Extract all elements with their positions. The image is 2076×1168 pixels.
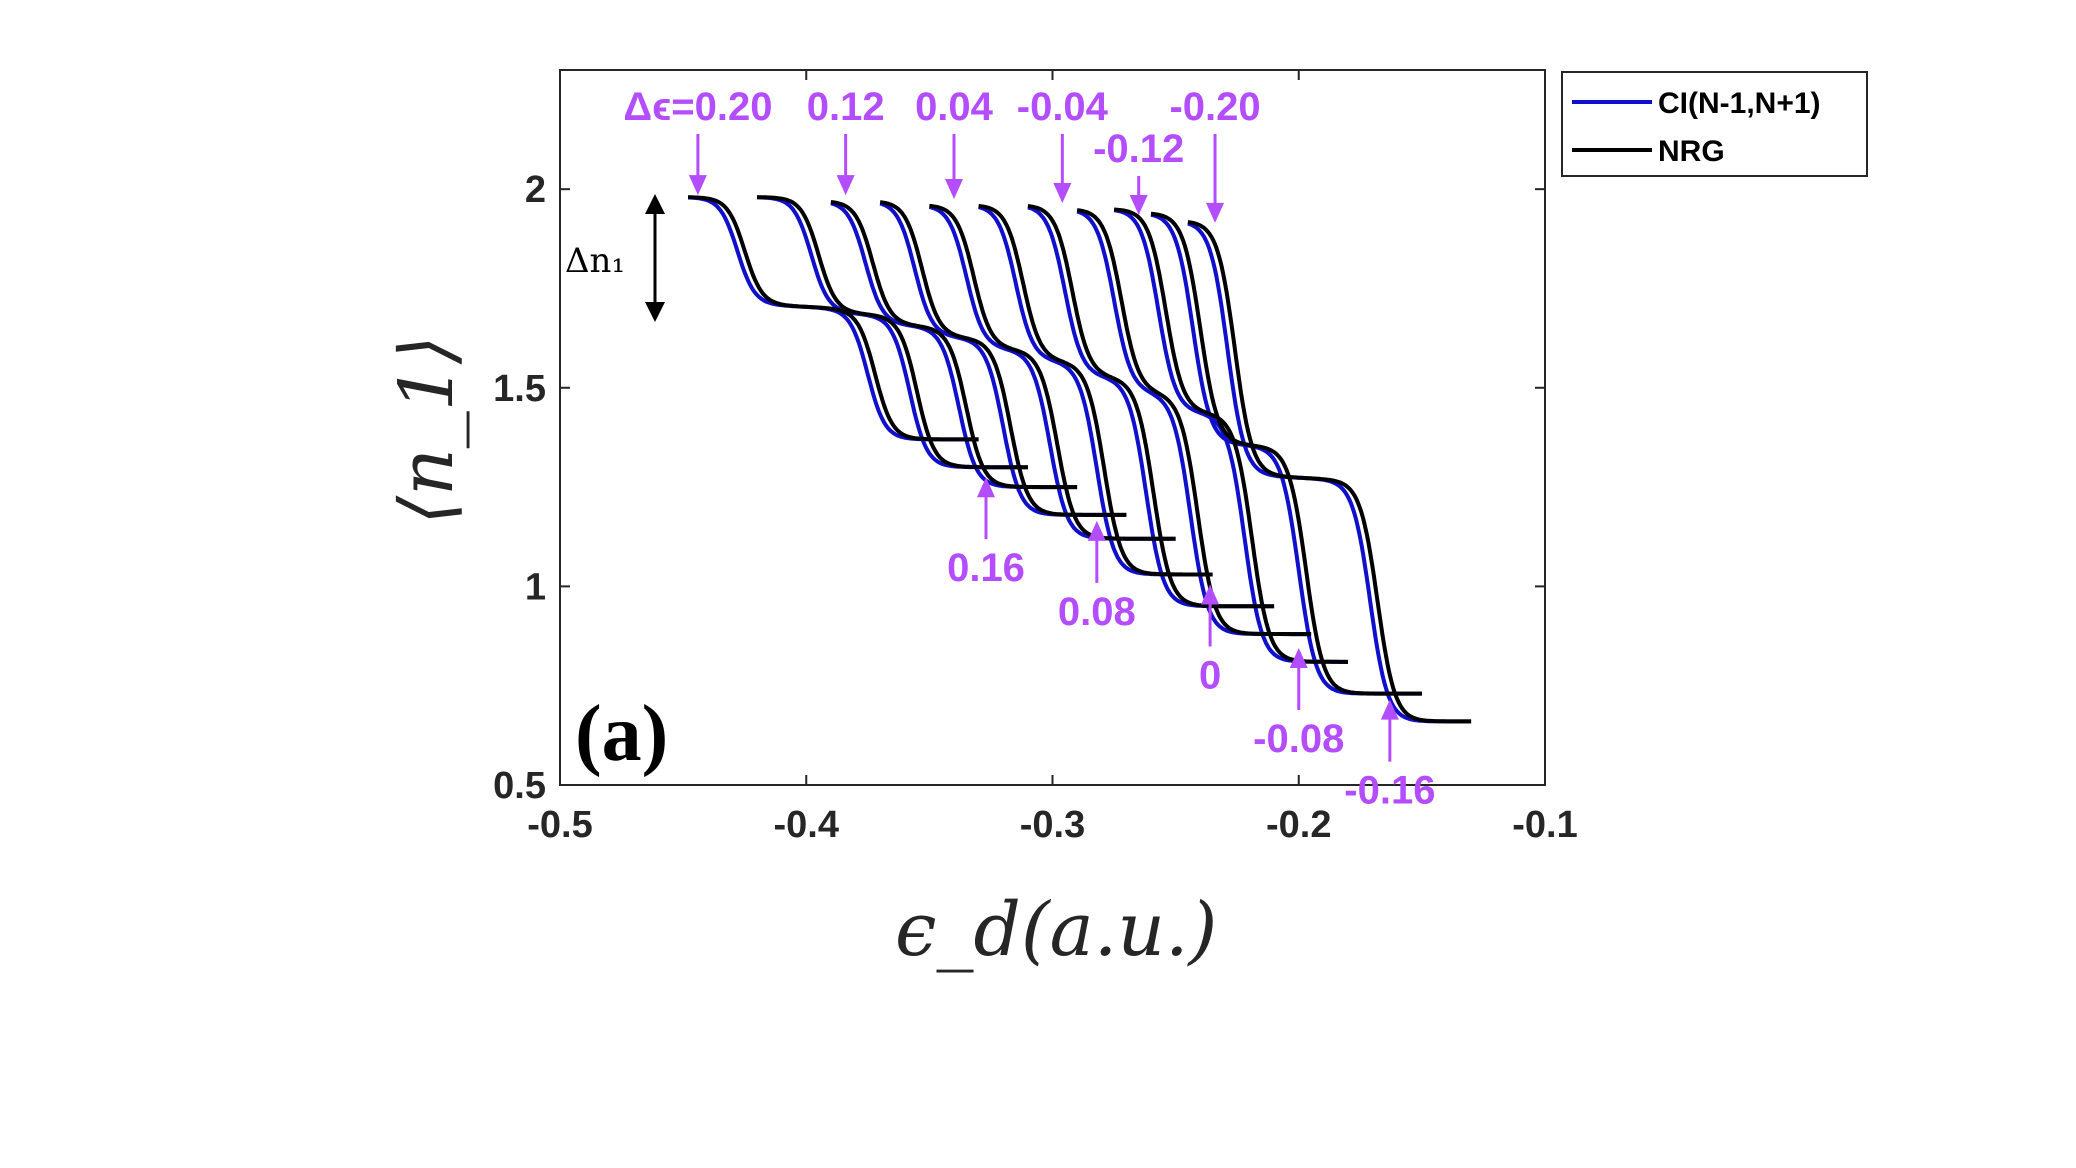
nrg-curve <box>929 203 1176 541</box>
annotation-arrowhead <box>1087 520 1106 541</box>
annotation-arrowhead <box>1201 584 1220 605</box>
annotation-label: 0 <box>1199 653 1221 697</box>
x-tick-label: -0.3 <box>1020 804 1085 846</box>
annotation-label: -0.04 <box>1017 85 1109 129</box>
x-tick-label: -0.2 <box>1266 804 1331 846</box>
annotation-arrowhead <box>688 175 707 196</box>
annotation-label: 0.04 <box>915 85 994 129</box>
y-tick-label: 1 <box>525 566 546 608</box>
annotation-arrowhead <box>977 477 996 498</box>
nrg-curve <box>1027 204 1275 609</box>
annotation-arrowhead <box>836 175 855 196</box>
nrg-curve <box>830 200 1078 490</box>
x-tick-label: -0.4 <box>774 804 839 846</box>
legend-box <box>1561 71 1868 177</box>
annotation-arrowhead <box>1380 699 1399 720</box>
x-tick-label: -0.5 <box>527 804 592 846</box>
annotation-label: -0.12 <box>1093 127 1184 171</box>
y-tick-label: 0.5 <box>493 765 546 807</box>
x-tick-labels: -0.5 -0.4 -0.3 -0.2 -0.1 <box>527 804 1577 846</box>
nrg-curve <box>1187 220 1472 724</box>
nrg-curve <box>1113 207 1348 664</box>
curves <box>688 195 1472 724</box>
annotation-arrowhead <box>1129 194 1148 215</box>
annotation-label: 0.08 <box>1058 590 1136 634</box>
y-axis-label: ⟨n_1⟩ <box>384 335 470 524</box>
x-tick-label: -0.1 <box>1512 804 1577 846</box>
annotation-label: Δϵ=0.20 <box>623 85 772 129</box>
annotation-arrowhead <box>1206 202 1225 223</box>
x-axis-label: ϵ_d(a.u.) <box>895 887 1217 973</box>
panel-label: (a) <box>575 690 668 778</box>
axis-ticks <box>559 70 1546 786</box>
annotation-label: 0.12 <box>807 85 885 129</box>
legend: CI(N-1,N+1) NRG <box>1561 71 1868 177</box>
annotation-arrowhead <box>945 179 963 200</box>
delta-n1-label: Δn₁ <box>565 241 625 281</box>
y-tick-labels: 0.5 1 1.5 2 <box>493 169 546 807</box>
annotation-label: -0.20 <box>1169 85 1260 129</box>
y-tick-label: 2 <box>525 169 546 211</box>
y-tick-label: 1.5 <box>493 368 546 410</box>
delta-n1-marker: Δn₁ <box>565 194 665 322</box>
annotation-label: 0.16 <box>947 546 1025 590</box>
nrg-curve <box>1076 208 1312 637</box>
legend-nrg-label: NRG <box>1658 135 1725 168</box>
nrg-curve <box>1150 211 1422 696</box>
nrg-curve <box>879 200 1127 517</box>
annotation-arrowhead <box>1289 648 1308 668</box>
legend-ci-label: CI(N-1,N+1) <box>1658 87 1821 120</box>
annotation-label: -0.16 <box>1344 769 1435 813</box>
annotation-arrowhead <box>1053 183 1072 204</box>
annotation-label: -0.08 <box>1253 717 1344 761</box>
annotations: Δϵ=0.20 0.12 0.04 -0.04-0.12-0.200.160.080-… <box>623 85 1435 813</box>
nrg-curve <box>978 203 1213 577</box>
